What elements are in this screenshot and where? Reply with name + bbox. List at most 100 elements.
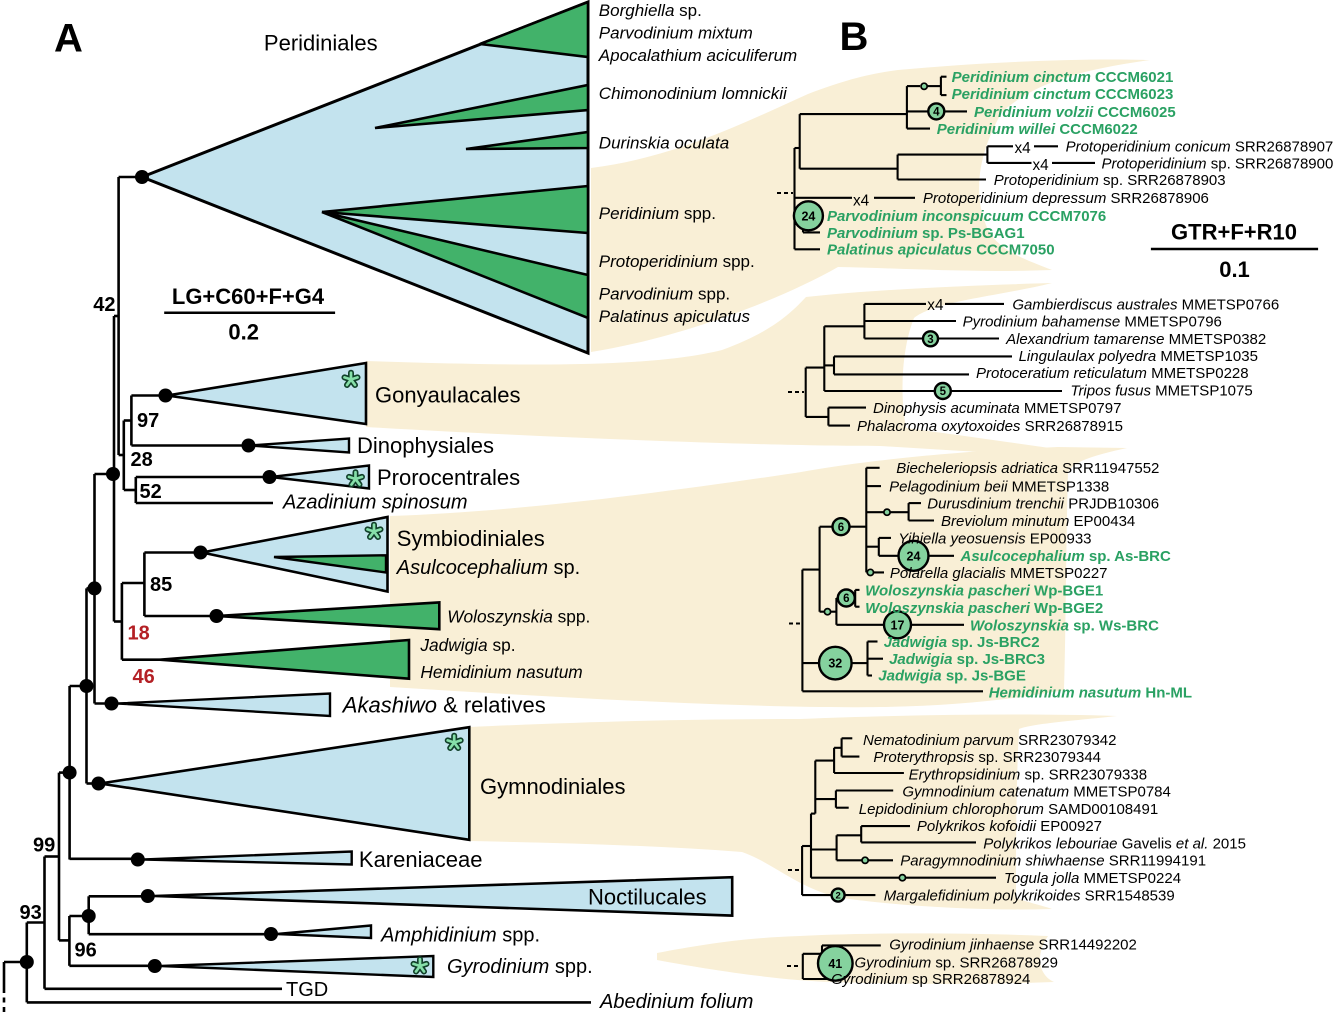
svg-text:Phalacroma oxytoxoides SRR2687: Phalacroma oxytoxoides SRR26878915 xyxy=(857,418,1123,435)
svg-text:Lingulaulax polyedra MMETSP103: Lingulaulax polyedra MMETSP1035 xyxy=(1019,348,1258,365)
svg-text:Peridinium volzii CCCM6025: Peridinium volzii CCCM6025 xyxy=(974,104,1176,121)
svg-text:Asulcocephalium sp.: Asulcocephalium sp. xyxy=(396,557,580,579)
svg-text:41: 41 xyxy=(828,957,842,971)
svg-text:46: 46 xyxy=(133,666,155,688)
svg-text:Gymnodinium catenatum MMETSP07: Gymnodinium catenatum MMETSP0784 xyxy=(902,784,1170,801)
svg-text:24: 24 xyxy=(907,549,921,563)
svg-text:32: 32 xyxy=(828,657,842,671)
svg-text:5: 5 xyxy=(940,386,947,398)
svg-text:Hemidinium nasutum: Hemidinium nasutum xyxy=(420,662,582,682)
svg-text:Parvodinium mixtum: Parvodinium mixtum xyxy=(599,24,753,43)
svg-text:Palatinus apiculatus CCCM7050: Palatinus apiculatus CCCM7050 xyxy=(827,242,1055,259)
svg-text:Protoperidinium depressum SRR2: Protoperidinium depressum SRR26878906 xyxy=(923,190,1209,207)
svg-text:93: 93 xyxy=(20,902,42,924)
svg-text:Peridinium cinctum CCCM6023: Peridinium cinctum CCCM6023 xyxy=(952,86,1174,103)
svg-text:Jadwigia sp.: Jadwigia sp. xyxy=(419,635,515,655)
svg-text:4: 4 xyxy=(933,107,940,119)
svg-text:Pelagodinium beii MMETSP1338: Pelagodinium beii MMETSP1338 xyxy=(889,479,1109,496)
svg-text:Parvodinium sp. Ps-BGAG1: Parvodinium sp. Ps-BGAG1 xyxy=(827,225,1025,242)
svg-text:Pyrodinium bahamense MMETSP079: Pyrodinium bahamense MMETSP0796 xyxy=(963,313,1222,330)
svg-text:Peridinium cinctum CCCM6021: Peridinium cinctum CCCM6021 xyxy=(952,69,1174,86)
svg-text:B: B xyxy=(840,15,869,59)
svg-text:Woloszynskia pascheri Wp-BGE1: Woloszynskia pascheri Wp-BGE1 xyxy=(865,583,1103,600)
svg-text:Biecheleriopsis adriatica SRR1: Biecheleriopsis adriatica SRR11947552 xyxy=(896,460,1159,477)
svg-text:Abedinium folium: Abedinium folium xyxy=(599,991,753,1012)
svg-text:Protoperidinium sp. SRR2687890: Protoperidinium sp. SRR26878903 xyxy=(994,172,1226,189)
svg-text:Breviolum minutum EP00434: Breviolum minutum EP00434 xyxy=(941,513,1135,530)
svg-text:17: 17 xyxy=(891,618,905,632)
svg-text:Paragymnodinium shiwhaense SRR: Paragymnodinium shiwhaense SRR11994191 xyxy=(900,853,1206,870)
svg-text:Dinophysiales: Dinophysiales xyxy=(357,433,494,458)
svg-text:6: 6 xyxy=(843,593,849,605)
svg-text:Dinophysis acuminata MMETSP079: Dinophysis acuminata MMETSP0797 xyxy=(873,400,1121,417)
svg-text:x4: x4 xyxy=(927,297,944,314)
svg-text:Parvodinium spp.: Parvodinium spp. xyxy=(599,285,730,304)
svg-text:Yihiella yeosuensis EP00933: Yihiella yeosuensis EP00933 xyxy=(898,530,1091,547)
svg-text:0.2: 0.2 xyxy=(228,319,259,344)
svg-text:LG+C60+F+G4: LG+C60+F+G4 xyxy=(172,284,325,309)
svg-text:Amphidinium spp.: Amphidinium spp. xyxy=(380,925,540,947)
svg-text:Gymnodiniales: Gymnodiniales xyxy=(480,774,626,799)
svg-text:Symbiodiniales: Symbiodiniales xyxy=(397,526,545,551)
svg-text:18: 18 xyxy=(128,623,150,645)
svg-text:Protoperidinium conicum SRR268: Protoperidinium conicum SRR26878907 xyxy=(1066,139,1333,156)
svg-text:Woloszynskia sp. Ws-BRC: Woloszynskia sp. Ws-BRC xyxy=(970,618,1159,635)
svg-text:Peridinium spp.: Peridinium spp. xyxy=(599,204,716,223)
svg-text:x4: x4 xyxy=(1033,157,1050,174)
svg-text:Noctilucales: Noctilucales xyxy=(588,884,707,909)
svg-text:A: A xyxy=(54,16,83,60)
svg-text:96: 96 xyxy=(75,940,97,962)
svg-text:3: 3 xyxy=(927,334,933,346)
svg-text:Jadwigia sp. Js-BRC3: Jadwigia sp. Js-BRC3 xyxy=(889,651,1045,668)
svg-text:GTR+F+R10: GTR+F+R10 xyxy=(1171,219,1297,244)
svg-text:Protoperidinium spp.: Protoperidinium spp. xyxy=(599,252,755,271)
svg-text:Gonyaulacales: Gonyaulacales xyxy=(375,383,521,408)
svg-text:Woloszynskia pascheri Wp-BGE2: Woloszynskia pascheri Wp-BGE2 xyxy=(865,600,1103,617)
svg-text:Kareniaceae: Kareniaceae xyxy=(359,847,483,872)
svg-text:Azadinium spinosum: Azadinium spinosum xyxy=(282,492,468,514)
svg-text:Asulcocephalium sp. As-BRC: Asulcocephalium sp. As-BRC xyxy=(960,548,1171,565)
svg-text:Protoceratium reticulatum MMET: Protoceratium reticulatum MMETSP0228 xyxy=(976,365,1249,382)
svg-text:Apocalathium aciculiferum: Apocalathium aciculiferum xyxy=(598,46,797,65)
svg-text:Palatinus apiculatus: Palatinus apiculatus xyxy=(599,307,751,326)
svg-text:Margalefidinium polykrikoides: Margalefidinium polykrikoides SRR1548539 xyxy=(884,888,1175,905)
svg-text:99: 99 xyxy=(33,835,55,857)
svg-text:Polarella glacialis MMETSP0227: Polarella glacialis MMETSP0227 xyxy=(890,565,1108,582)
svg-text:Gyrodinium sp SRR26878924: Gyrodinium sp SRR26878924 xyxy=(831,971,1030,988)
svg-text:Woloszynskia spp.: Woloszynskia spp. xyxy=(447,607,590,627)
svg-text:x4: x4 xyxy=(1015,140,1032,157)
svg-text:x4: x4 xyxy=(853,193,870,210)
svg-text:Jadwigia sp. Js-BGE: Jadwigia sp. Js-BGE xyxy=(878,668,1026,685)
svg-text:Borghiella sp.: Borghiella sp. xyxy=(599,1,702,20)
svg-text:Chimonodinium lomnickii: Chimonodinium lomnickii xyxy=(599,84,788,103)
svg-text:Gambierdiscus australes MMETSP: Gambierdiscus australes MMETSP0766 xyxy=(1012,296,1279,313)
svg-text:Togula jolla MMETSP0224: Togula jolla MMETSP0224 xyxy=(1004,870,1181,887)
svg-text:52: 52 xyxy=(140,481,162,503)
svg-text:Gyrodinium sp. SRR26878929: Gyrodinium sp. SRR26878929 xyxy=(855,954,1058,971)
svg-text:Durinskia oculata: Durinskia oculata xyxy=(599,134,729,153)
svg-text:24: 24 xyxy=(801,209,815,223)
svg-text:Peridiniales: Peridiniales xyxy=(264,30,378,55)
svg-text:Gyrodinium jinhaense SRR144922: Gyrodinium jinhaense SRR14492202 xyxy=(889,936,1137,953)
svg-text:Hemidinium nasutum Hn-ML: Hemidinium nasutum Hn-ML xyxy=(989,684,1192,701)
svg-text:2: 2 xyxy=(835,891,840,902)
svg-text:6: 6 xyxy=(838,522,844,534)
svg-text:Gyrodinium spp.: Gyrodinium spp. xyxy=(447,956,593,978)
svg-text:Durusdinium trenchii PRJDB1030: Durusdinium trenchii PRJDB10306 xyxy=(927,496,1159,513)
svg-text:Polykrikos lebouriae Gavelis e: Polykrikos lebouriae Gavelis et al. 2015 xyxy=(983,836,1246,853)
svg-text:Lepidodinium chlorophorum SAMD: Lepidodinium chlorophorum SAMD00108491 xyxy=(859,801,1158,818)
svg-text:Erythropsidinium sp. SRR23079: Erythropsidinium sp. SRR23079338 xyxy=(909,766,1147,783)
svg-text:Protoperidinium sp. SRR2687890: Protoperidinium sp. SRR26878900 xyxy=(1102,156,1333,173)
svg-text:Alexandrium tamarense MMETSP03: Alexandrium tamarense MMETSP0382 xyxy=(1005,331,1266,348)
svg-text:42: 42 xyxy=(93,294,115,316)
svg-text:85: 85 xyxy=(150,574,172,596)
svg-text:TGD: TGD xyxy=(286,979,328,1001)
svg-text:Polykrikos kofoidii EP00927: Polykrikos kofoidii EP00927 xyxy=(917,818,1102,835)
svg-text:Jadwigia sp. Js-BRC2: Jadwigia sp. Js-BRC2 xyxy=(884,634,1040,651)
svg-text:Proterythropsis sp. SRR2307934: Proterythropsis sp. SRR23079344 xyxy=(873,749,1101,766)
svg-text:97: 97 xyxy=(137,410,159,432)
svg-text:28: 28 xyxy=(131,449,153,471)
svg-text:Nematodinium parvum SRR2307934: Nematodinium parvum SRR23079342 xyxy=(863,732,1116,749)
svg-text:Peridinium willei CCCM6022: Peridinium willei CCCM6022 xyxy=(937,121,1138,138)
svg-text:0.1: 0.1 xyxy=(1219,257,1250,282)
